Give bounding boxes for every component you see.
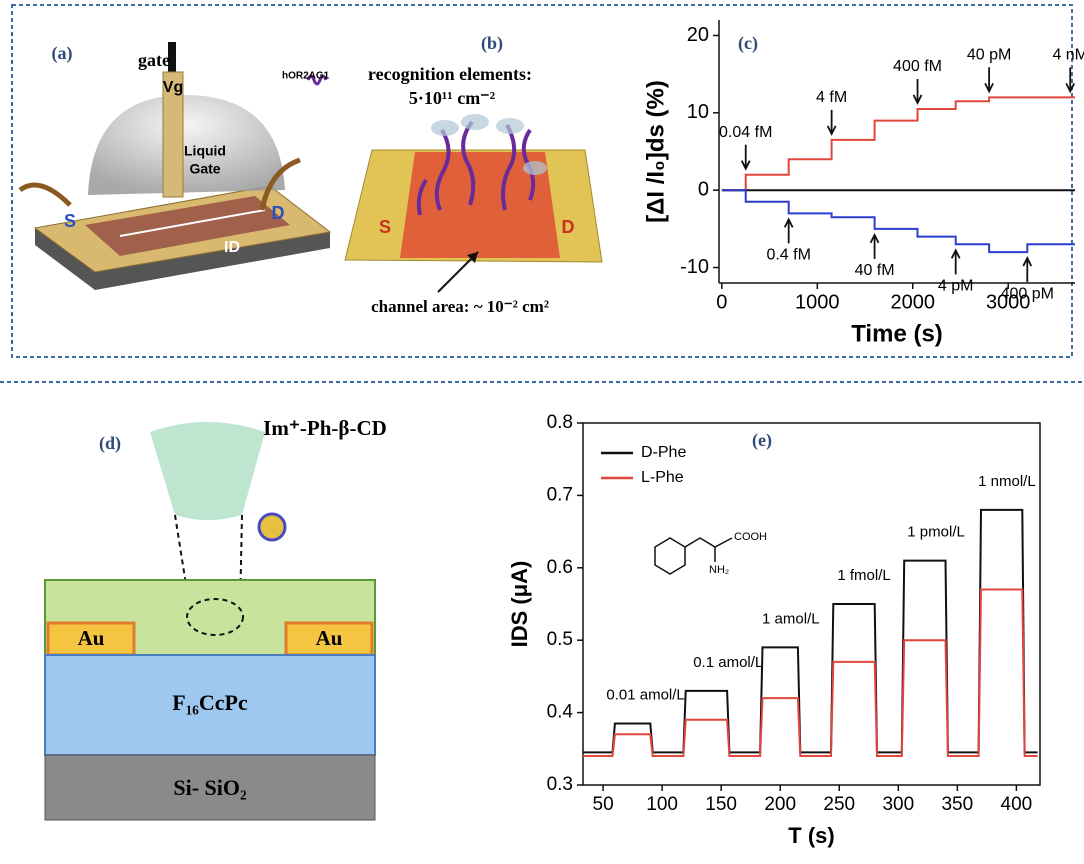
annotation: 0.1 amol/L [693, 654, 763, 671]
annotation: 1 nmol/L [978, 473, 1036, 490]
annotation: 0.01 amol/L [606, 686, 684, 703]
annotation: 4 fM [816, 89, 847, 106]
x-tick-label: 200 [764, 794, 796, 815]
current-label: ID [224, 239, 240, 256]
annotation: 1 pmol/L [907, 524, 965, 541]
x-tick-label: 300 [882, 794, 914, 815]
electrode-label: Au [78, 626, 105, 650]
annotation-arrow [871, 235, 879, 259]
wire [20, 185, 70, 205]
y-tick-label: 0 [698, 178, 709, 200]
panel-b: (b) hOR2AG1 recognition elements: 5·10¹¹… [282, 33, 602, 316]
x-tick-label: 150 [705, 794, 737, 815]
y-tick-label: 0.5 [547, 629, 573, 650]
annotation: 40 fM [855, 262, 895, 279]
y-tick-label: 0.3 [547, 774, 573, 795]
x-tick-label: 50 [593, 794, 614, 815]
annotation: 4 pM [938, 278, 974, 295]
y-axis-label: IDS (μA) [507, 561, 532, 648]
figure: (a) gate Vg Liquid Gate S D ID (b) hOR2A… [0, 0, 1084, 864]
legend-label: D-Phe [641, 444, 686, 461]
x-axis-label: Time (s) [851, 320, 943, 347]
source-label: S [379, 217, 391, 237]
x-tick-label: 250 [823, 794, 855, 815]
density-label: 5·10¹¹ cm⁻² [409, 88, 495, 108]
series-line [722, 190, 1075, 252]
y-tick-label: 20 [687, 24, 709, 46]
annotation-arrow [914, 79, 922, 103]
channel-label: channel area: ~ 10⁻² cm² [371, 297, 549, 316]
drain-label: D [272, 203, 285, 223]
annotation-arrow [785, 219, 793, 243]
x-tick-label: 2000 [890, 291, 935, 313]
semiconductor-label: F₁₆CcPc [172, 690, 248, 715]
vg-label: Vg [163, 79, 183, 96]
annotation: 4 nM [1052, 47, 1084, 64]
panel-label: (a) [52, 43, 73, 64]
y-axis-label: [ΔI /I₀]ds (%) [642, 80, 669, 223]
liquid-label: Gate [189, 161, 220, 177]
series-line [722, 97, 1075, 190]
y-tick-label: 0.8 [547, 412, 573, 433]
panel-label: (c) [738, 33, 758, 54]
annotation: 400 fM [893, 58, 942, 75]
annotation-arrow [1066, 67, 1074, 91]
panel-label: (d) [99, 433, 121, 454]
annotation-arrow [952, 250, 960, 274]
annotation: 1 fmol/L [837, 567, 890, 584]
gate-label: gate [138, 50, 170, 70]
y-tick-label: 0.6 [547, 557, 573, 578]
substrate-label: Si- SiO₂ [173, 775, 247, 800]
annotation-arrow [828, 110, 836, 134]
panel-d: (d) Im⁺-Ph-β-CD Au Au F₁₆CcPc Si- SiO₂ [45, 416, 387, 820]
liquid-label: Liquid [184, 143, 226, 159]
series-line [583, 510, 1038, 753]
annotation: 0.04 fM [719, 124, 772, 141]
legend-label: L-Phe [641, 469, 684, 486]
recognition-label: recognition elements: [368, 64, 532, 84]
structure: COOH NH₂ [655, 531, 767, 576]
x-tick-label: 350 [941, 794, 973, 815]
x-tick-label: 100 [646, 794, 678, 815]
cyclodextrin-cone [150, 422, 265, 520]
y-tick-label: 10 [687, 101, 709, 123]
annotation: 1 amol/L [762, 610, 820, 627]
annotation-arrow [985, 67, 993, 91]
x-tick-label: 1000 [795, 291, 840, 313]
drain-label: D [562, 217, 575, 237]
annotation: 400 pM [1001, 285, 1054, 302]
imidazolium [259, 514, 285, 540]
electrode-label: Au [316, 626, 343, 650]
structure-label: NH₂ [709, 564, 729, 576]
annotation: 0.4 fM [766, 247, 810, 264]
molecule-label: Im⁺-Ph-β-CD [263, 416, 387, 440]
structure-label: COOH [734, 531, 767, 543]
x-tick-label: 0 [716, 291, 727, 313]
y-tick-label: -10 [680, 256, 709, 278]
annotation-arrow [1023, 258, 1031, 282]
panel-label: (b) [481, 33, 503, 54]
y-tick-label: 0.4 [547, 702, 574, 723]
source-label: S [64, 211, 76, 231]
x-tick-label: 400 [1001, 794, 1033, 815]
protein-label: hOR2AG1 [282, 71, 330, 82]
annotation: 40 pM [967, 47, 1011, 64]
annotation-arrow [742, 145, 750, 169]
panel-label: (e) [752, 430, 772, 451]
y-tick-label: 0.7 [547, 484, 573, 505]
x-axis-label: T (s) [788, 823, 834, 848]
